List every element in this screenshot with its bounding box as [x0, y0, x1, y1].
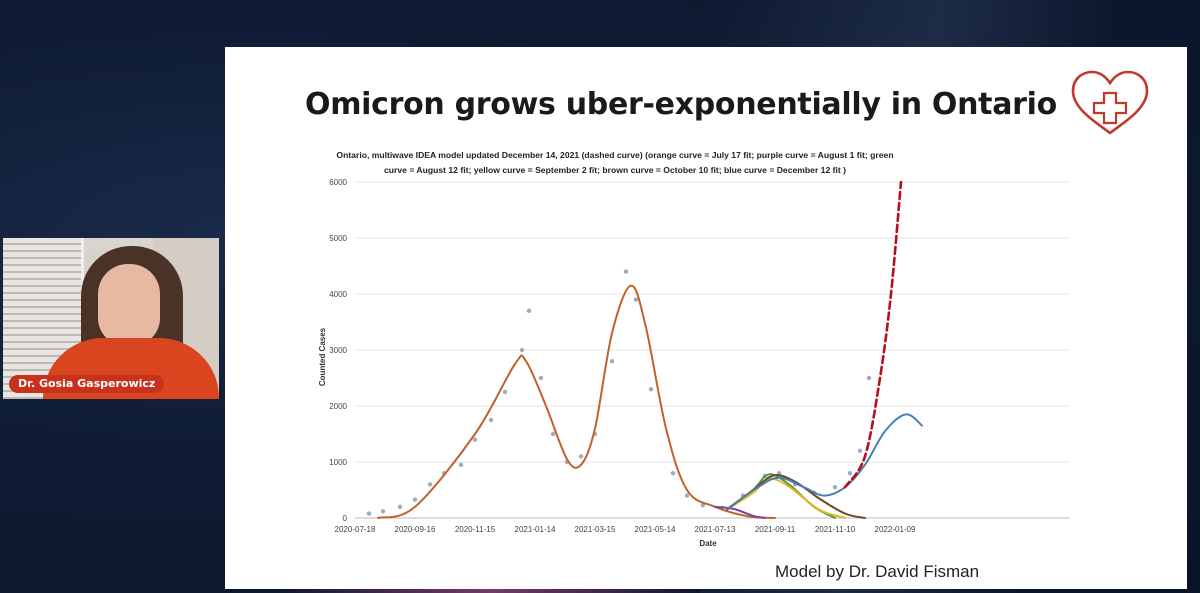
- observed-point: [550, 431, 556, 437]
- chart-gridlines: [355, 181, 1070, 519]
- observed-point: [648, 387, 654, 392]
- observed-point: [857, 448, 863, 453]
- observed-point: [488, 417, 494, 423]
- model-curves: [377, 180, 923, 519]
- series-curve: [726, 477, 846, 519]
- observed-point: [366, 511, 372, 516]
- model-credit: Model by Dr. David Fisman: [775, 562, 980, 581]
- observed-point: [502, 389, 508, 395]
- observed-point: [458, 462, 464, 467]
- y-tick-label: 2000: [329, 402, 347, 411]
- background-glow: [280, 585, 700, 593]
- participant-video[interactable]: Dr. Gosia Gasperowicz: [3, 238, 219, 399]
- series-curve: [726, 413, 923, 510]
- x-tick-label: 2021-03-15: [575, 525, 616, 534]
- x-tick-label: 2020-09-16: [395, 525, 436, 534]
- participant-name-badge: Dr. Gosia Gasperowicz: [9, 375, 165, 393]
- observed-point: [633, 297, 639, 302]
- cases-chart: Ontario, multiwave IDEA model updated De…: [318, 150, 1070, 548]
- x-tick-label: 2022-01-09: [875, 525, 916, 534]
- y-tick-label: 5000: [329, 234, 347, 243]
- observed-point: [412, 497, 418, 502]
- observed-point: [670, 471, 676, 476]
- observed-point: [526, 308, 532, 313]
- x-tick-label: 2020-11-15: [455, 525, 496, 534]
- observed-point: [847, 471, 853, 476]
- observed-point: [519, 347, 525, 353]
- observed-point: [427, 482, 433, 487]
- observed-point: [472, 437, 478, 442]
- y-axis-label: Counted Cases: [318, 327, 327, 386]
- observed-point: [380, 509, 386, 514]
- series-curve: [843, 180, 903, 489]
- x-axis: 2020-07-18 2020-09-16 2020-11-15 2021-01-14…: [335, 525, 916, 534]
- y-tick-label: 6000: [329, 178, 347, 187]
- participant-face: [98, 264, 160, 346]
- y-tick-label: 3000: [329, 346, 347, 355]
- observed-point: [684, 493, 690, 498]
- chart-title-line1: Ontario, multiwave IDEA model updated De…: [336, 150, 893, 160]
- x-tick-label: 2021-01-14: [515, 525, 556, 534]
- observed-point: [609, 359, 615, 364]
- y-tick-label: 1000: [329, 458, 347, 467]
- observed-point: [397, 504, 403, 509]
- y-tick-label: 4000: [329, 290, 347, 299]
- series-curve: [714, 505, 766, 519]
- observed-point: [538, 375, 544, 381]
- observed-points: [366, 269, 872, 516]
- x-tick-label: 2020-07-18: [335, 525, 376, 534]
- chart-title-line2: curve = August 12 fit; yellow curve = Se…: [384, 165, 846, 175]
- y-axis: 0 1000 2000 3000 4000 5000 6000: [329, 178, 347, 523]
- observed-point: [623, 269, 629, 274]
- series-curve: [377, 284, 776, 519]
- x-axis-label: Date: [699, 539, 717, 548]
- observed-point: [866, 375, 872, 381]
- heart-with-cross-icon: [1071, 70, 1149, 135]
- x-tick-label: 2021-11-10: [815, 525, 856, 534]
- y-tick-label: 0: [343, 514, 348, 523]
- x-tick-label: 2021-09-11: [755, 525, 796, 534]
- slide-title: Omicron grows uber-exponentially in Onta…: [305, 87, 1057, 122]
- observed-point: [832, 485, 838, 490]
- x-tick-label: 2021-07-13: [695, 525, 736, 534]
- x-tick-label: 2021-05-14: [635, 525, 676, 534]
- presentation-slide: Omicron grows uber-exponentially in Onta…: [225, 47, 1187, 589]
- observed-point: [578, 454, 584, 459]
